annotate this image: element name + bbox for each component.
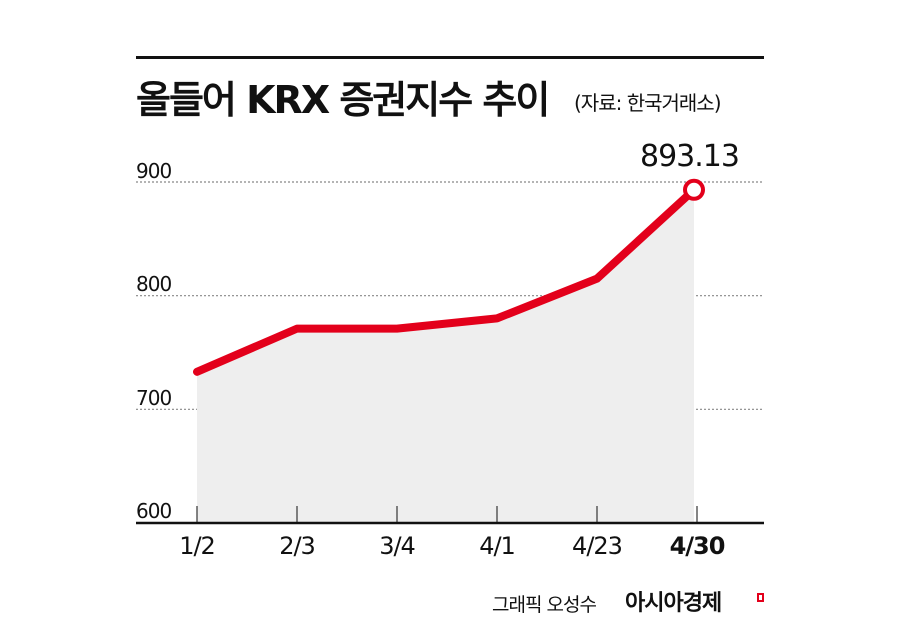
chart-source: (자료: 한국거래소)	[574, 91, 722, 115]
x-ticks	[196, 506, 698, 523]
x-label: 1/2	[179, 532, 216, 560]
x-label: 4/1	[479, 532, 516, 560]
x-label: 2/3	[279, 532, 316, 560]
brand-mark-icon	[757, 593, 764, 602]
x-label: 4/23	[572, 532, 623, 560]
last-point-marker	[683, 178, 705, 201]
title-rule	[136, 56, 764, 59]
chart-title: 올들어 KRX 증권지수 추이	[136, 78, 550, 122]
y-label-700: 700	[136, 386, 172, 410]
y-label-900: 900	[136, 159, 172, 183]
y-label-600: 600	[136, 499, 172, 523]
x-label: 3/4	[379, 532, 416, 560]
x-label-last: 4/30	[669, 532, 726, 560]
area-fill	[197, 189, 694, 523]
y-label-800: 800	[136, 272, 172, 296]
graphic-credit: 그래픽 오성수	[492, 594, 597, 616]
last-value-label: 893.13	[640, 139, 740, 174]
series-line	[193, 185, 698, 376]
brand-logo: 아시아경제	[625, 591, 722, 616]
